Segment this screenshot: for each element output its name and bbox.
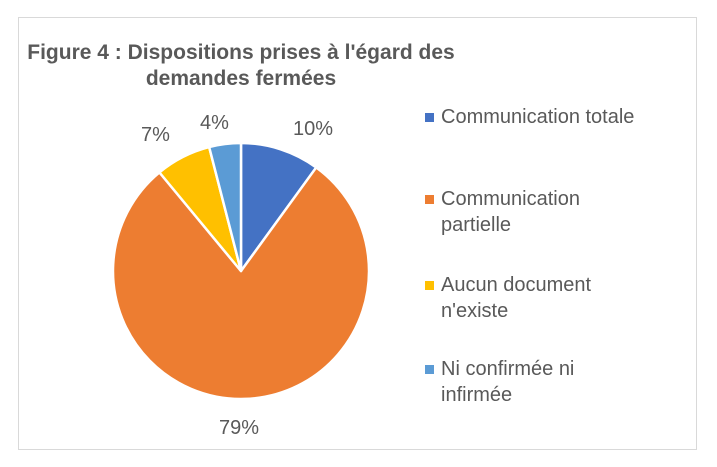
legend-label: Communication totale (441, 106, 635, 128)
legend-label: Ni confirmée ni infirmée (441, 358, 575, 406)
legend-label: Aucun document n'existe (441, 274, 592, 322)
legend-swatch-icon (425, 195, 434, 204)
pie-slices (111, 141, 371, 401)
legend-item-communication-partielle: Communication partielle (425, 186, 676, 238)
chart-title: Figure 4 : Dispositions prises à l'égard… (10, 40, 472, 92)
legend-item-communication-totale: Communication totale (425, 104, 676, 130)
data-label-aucun-document: 7% (141, 124, 170, 146)
legend-swatch-icon (425, 365, 434, 374)
chart-title-line2: demandes fermées (145, 67, 337, 90)
slice-communication-totale (239, 141, 318, 273)
data-label-ni-confirmee: 4% (200, 112, 229, 134)
legend-item-ni-confirmee: Ni confirmée ni infirmée (425, 356, 676, 408)
legend-swatch-icon (425, 113, 434, 122)
legend-label: Communication partielle (441, 188, 580, 236)
data-label-communication-partielle: 79% (219, 417, 260, 439)
chart-title-line1: Figure 4 : Dispositions prises à l'égard… (27, 41, 455, 64)
data-label-communication-totale: 10% (293, 118, 334, 140)
legend-item-aucun-document: Aucun document n'existe (425, 272, 676, 324)
legend-swatch-icon (425, 281, 434, 290)
slice-ni-confirmee (207, 141, 243, 273)
slice-communication-partielle (111, 166, 371, 401)
